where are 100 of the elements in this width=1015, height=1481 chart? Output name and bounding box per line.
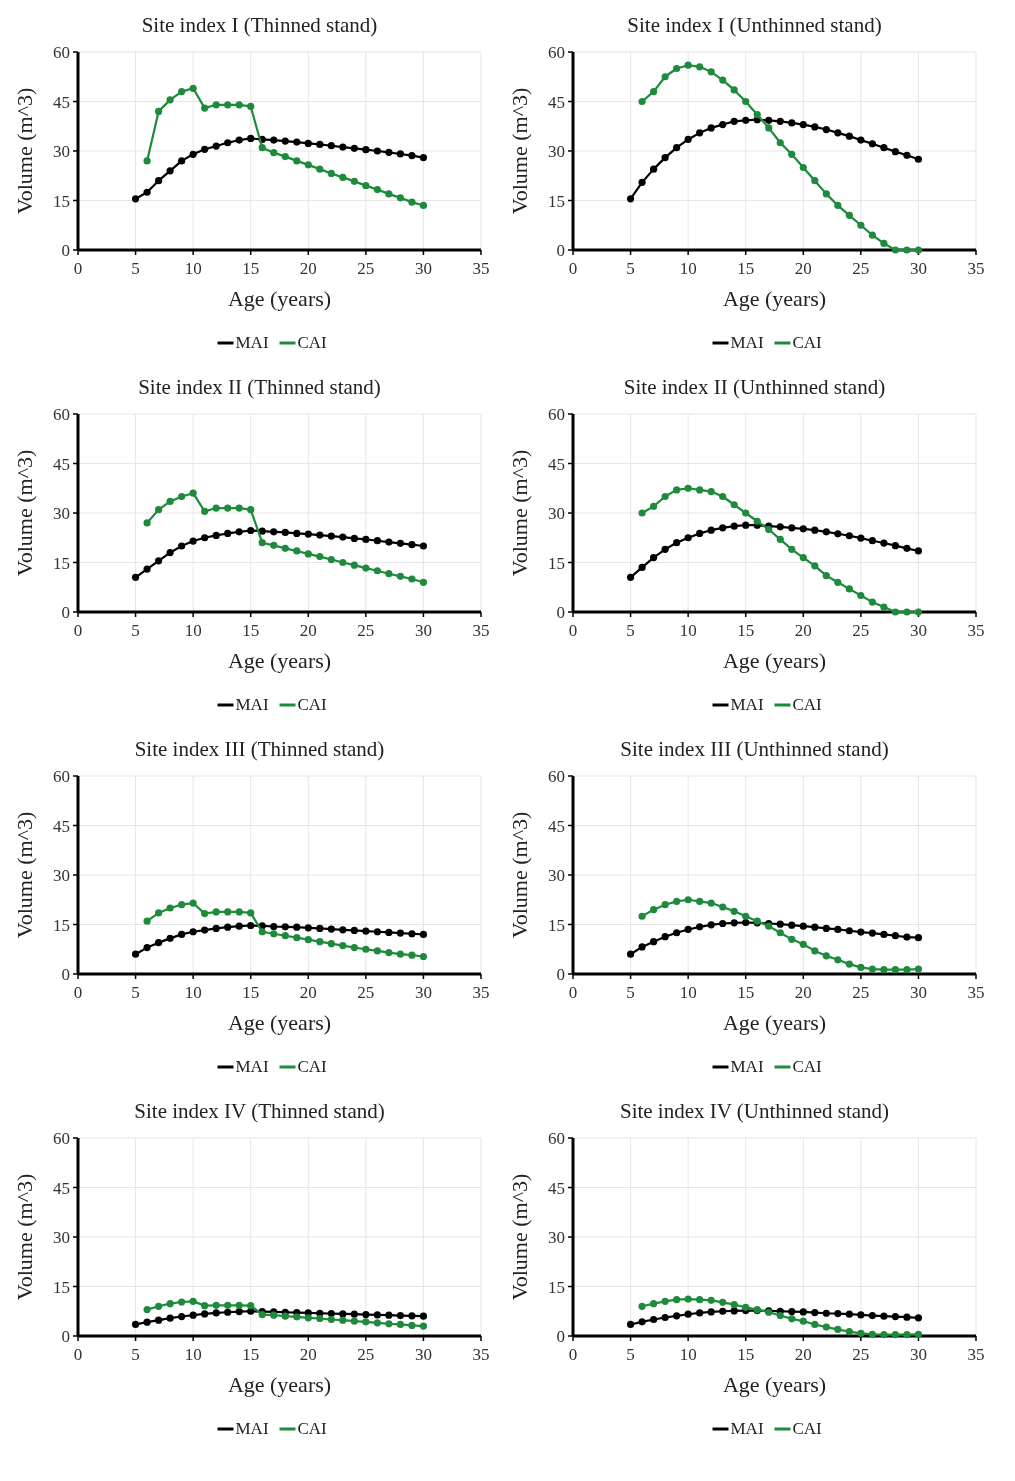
x-tick-label: 5 [131, 259, 140, 278]
point [811, 1320, 819, 1329]
point [834, 1325, 842, 1333]
legend-label: MAI [235, 1419, 269, 1438]
x-tick-label: 20 [794, 1345, 812, 1364]
point [304, 161, 312, 169]
y-axis-title: Volume (m^3) [12, 811, 37, 939]
point [339, 533, 347, 541]
point [880, 1312, 888, 1320]
point [788, 1315, 796, 1323]
y-tick-label: 30 [53, 142, 70, 161]
x-tick-label: 15 [242, 621, 260, 640]
point [419, 952, 428, 961]
point [707, 68, 715, 76]
point [304, 936, 312, 944]
point [224, 1301, 232, 1309]
point [385, 948, 393, 957]
x-tick-label: 10 [184, 1345, 202, 1364]
point [408, 152, 416, 160]
point [350, 944, 358, 952]
point [638, 178, 646, 186]
point [834, 1309, 842, 1318]
point [178, 930, 186, 938]
point [914, 965, 923, 973]
point [661, 933, 669, 941]
point [799, 922, 807, 930]
y-tick-label: 0 [61, 241, 70, 260]
point [235, 136, 243, 144]
point [650, 553, 658, 562]
point [212, 1301, 220, 1309]
point [339, 1316, 347, 1324]
point [270, 149, 278, 157]
point [304, 1314, 312, 1322]
point [201, 507, 209, 515]
x-tick-label: 15 [242, 259, 260, 278]
point [350, 926, 358, 935]
point [903, 151, 911, 159]
point [270, 922, 278, 931]
point [834, 956, 842, 964]
point [857, 221, 865, 229]
point [730, 1307, 738, 1315]
y-tick-label: 30 [53, 1228, 70, 1247]
point [868, 965, 876, 973]
point [396, 572, 404, 580]
point [235, 908, 243, 916]
point [673, 539, 681, 547]
point [385, 538, 393, 546]
point [247, 1307, 255, 1315]
point [293, 138, 301, 146]
y-tick-label: 15 [548, 553, 565, 573]
point [914, 1330, 923, 1338]
point [247, 921, 255, 930]
point [339, 173, 347, 181]
point [131, 1320, 140, 1329]
legend-label: CAI [792, 1419, 823, 1438]
point [776, 139, 784, 147]
chart-title: Site index I (Thinned stand) [141, 13, 378, 37]
point [304, 139, 312, 148]
point [730, 117, 738, 125]
x-tick-label: 10 [679, 259, 697, 278]
point [350, 561, 358, 569]
point [362, 945, 370, 953]
point [788, 1307, 796, 1316]
point [362, 182, 370, 190]
point [189, 899, 197, 907]
point [258, 144, 266, 152]
point [799, 553, 807, 562]
legend-label: CAI [792, 1057, 823, 1076]
point [362, 1318, 370, 1326]
point [396, 539, 404, 547]
point [811, 123, 819, 131]
point [373, 537, 381, 545]
point [281, 932, 289, 940]
point [419, 1312, 428, 1320]
point [742, 1303, 750, 1311]
point [339, 926, 347, 934]
x-axis-title: Age (years) [227, 286, 332, 311]
y-tick-label: 30 [548, 1228, 565, 1247]
point [396, 1320, 404, 1329]
y-tick-label: 0 [556, 603, 565, 622]
point [316, 165, 324, 173]
point [270, 930, 278, 938]
point [373, 947, 381, 955]
point [362, 564, 370, 572]
x-tick-label: 5 [131, 1345, 140, 1364]
x-axis-title: Age (years) [722, 1010, 827, 1035]
point [316, 938, 324, 946]
x-axis-title: Age (years) [227, 648, 332, 673]
point [419, 542, 428, 550]
point [339, 558, 347, 567]
point [719, 903, 727, 911]
point [684, 484, 692, 492]
x-tick-label: 10 [184, 621, 202, 640]
point [385, 190, 393, 198]
point [327, 940, 335, 948]
point [707, 1308, 715, 1316]
point [661, 901, 669, 909]
point [696, 63, 704, 71]
point [247, 526, 255, 535]
point [822, 190, 830, 198]
